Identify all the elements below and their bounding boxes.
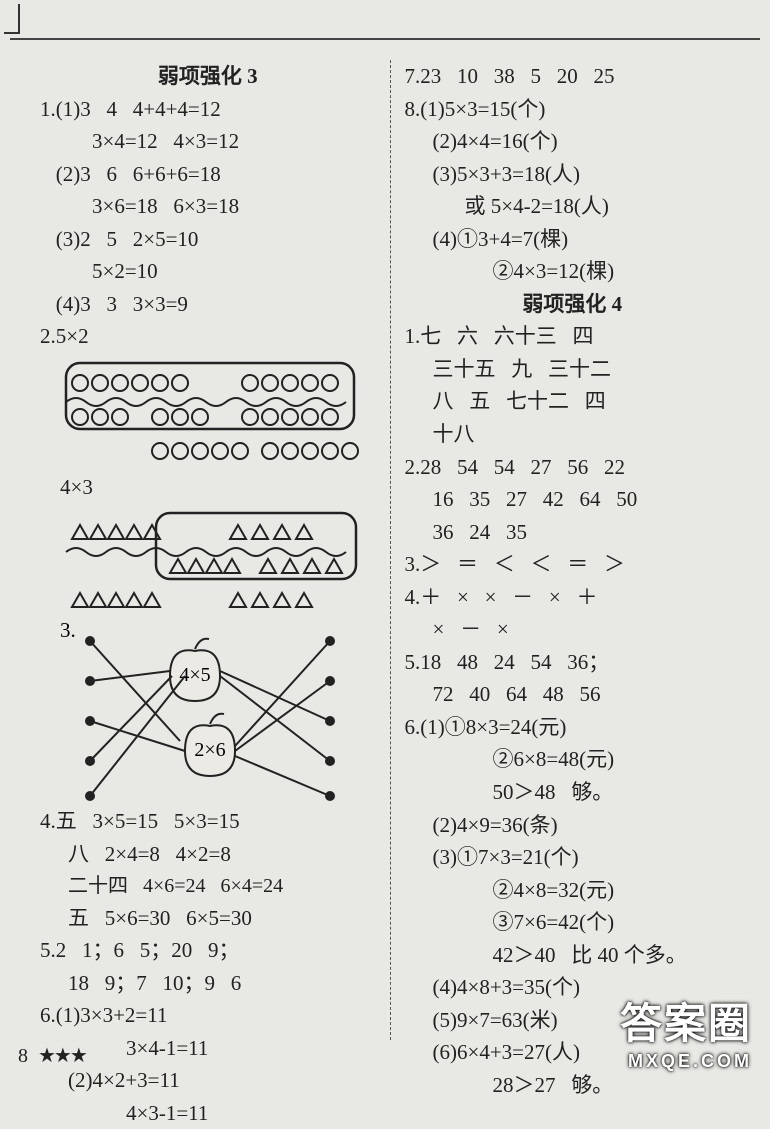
q-num: 2.: [40, 324, 56, 348]
matching-diagram: 3. 4×5 2×6: [60, 621, 376, 801]
q6-line: 6.(1)3×3+2=11: [40, 999, 376, 1032]
left-column: 弱项强化 3 1.(1)3 4 4+4+4=12 3×4=12 4×3=12 (…: [40, 60, 390, 1040]
triangle-diagram: [60, 507, 376, 617]
q6r-line: (2)4×9=36(条): [405, 809, 741, 842]
q4-line: 八 2×4=8 4×2=8: [40, 838, 376, 871]
q6-line: (2)4×2+3=11: [40, 1064, 376, 1097]
q-num: 3.: [60, 621, 76, 642]
corner-mark: [4, 4, 20, 34]
q6r-line: 6.(1)①8×3=24(元): [405, 711, 741, 744]
q4r-line: × － ×: [405, 613, 741, 646]
q3r-line: 3.＞ ＝ ＜ ＜ ＝ ＞: [405, 548, 741, 581]
text: ＞ ＝ ＜ ＜ ＝ ＞: [420, 552, 625, 576]
q2-alt: 4×3: [40, 471, 376, 504]
q1-line: (3)2 5 2×5=10: [40, 223, 376, 256]
circle-diagram: [60, 357, 376, 467]
text: 五 3×5=15 5×3=15: [56, 809, 240, 833]
text: (4)3 3 3×3=9: [56, 292, 188, 316]
text: (1)3×3+2=11: [56, 1003, 168, 1027]
q1-line: (2)3 6 6+6+6=18: [40, 158, 376, 191]
q4r-line: 4.＋ × × － × ＋: [405, 581, 741, 614]
text: ＋ × × － × ＋: [420, 585, 597, 609]
text: (1)5×3=15(个): [420, 97, 545, 121]
q-num: 2.: [405, 455, 421, 479]
apple-label-2: 2×6: [194, 739, 225, 761]
apple-icon: 2×6: [185, 714, 235, 776]
q6r-line: 50＞48 够。: [405, 776, 741, 809]
page: 弱项强化 3 1.(1)3 4 4+4+4=12 3×4=12 4×3=12 (…: [0, 0, 770, 1080]
apple-icon: 4×5: [170, 639, 220, 701]
q4-line: 二十四 4×6=24 6×4=24: [40, 871, 376, 902]
text: (2)3 6 6+6+6=18: [56, 162, 221, 186]
q-num: 4.: [405, 585, 421, 609]
q2r-line: 16 35 27 42 64 50: [405, 483, 741, 516]
apple-label-1: 4×5: [179, 664, 210, 686]
q4-line: 4.五 3×5=15 5×3=15: [40, 805, 376, 838]
q6r-line: (3)①7×3=21(个): [405, 841, 741, 874]
text: 23 10 38 5 20 25: [420, 64, 614, 88]
q6r-line: ③7×6=42(个): [405, 906, 741, 939]
text: 2 1；6 5；20 9；: [56, 938, 240, 962]
q8-line: (2)4×4=16(个): [405, 125, 741, 158]
q6r-line: ②4×8=32(元): [405, 874, 741, 907]
q-num: 5.: [405, 650, 421, 674]
q8-line: (4)①3+4=7(棵): [405, 223, 741, 256]
q8-line: 8.(1)5×3=15(个): [405, 93, 741, 126]
q1r-line: 八 五 七十二 四: [405, 385, 741, 418]
q5r-line: 72 40 64 48 56: [405, 678, 741, 711]
watermark: 答案圈 MXQE.COM: [620, 990, 752, 1072]
q-num: 1.: [40, 97, 56, 121]
text: (1)①8×3=24(元): [420, 715, 566, 739]
page-number-value: 8: [18, 1045, 28, 1067]
q-num: 6.: [405, 715, 421, 739]
q1-line: 1.(1)3 4 4+4+4=12: [40, 93, 376, 126]
watermark-big: 答案圈: [620, 990, 752, 1051]
q2-header: 2.5×2: [40, 320, 376, 353]
q-num: 8.: [405, 97, 421, 121]
q7-line: 7.23 10 38 5 20 25: [405, 60, 741, 93]
watermark-small: MXQE.COM: [620, 1051, 752, 1072]
q8-line: 或 5×4-2=18(人): [405, 190, 741, 223]
q5-line: 5.2 1；6 5；20 9；: [40, 934, 376, 967]
q1-line: (4)3 3 3×3=9: [40, 288, 376, 321]
q6r-line: 28＞27 够。: [405, 1069, 741, 1102]
q2r-line: 2.28 54 54 27 56 22: [405, 451, 741, 484]
text: 18 48 24 54 36；: [420, 650, 609, 674]
q6r-line: 42＞40 比 40 个多。: [405, 939, 741, 972]
q8-line: (3)5×3+3=18(人): [405, 158, 741, 191]
text: 28 54 54 27 56 22: [420, 455, 625, 479]
q6-line: 3×4-1=11: [40, 1032, 376, 1065]
q-num: 3.: [405, 552, 421, 576]
q1r-line: 十八: [405, 418, 741, 451]
q5-line: 18 9；7 10；9 6: [40, 967, 376, 1000]
q-num: 1.: [405, 324, 421, 348]
right-column: 7.23 10 38 5 20 25 8.(1)5×3=15(个) (2)4×4…: [391, 60, 741, 1040]
top-rule: [10, 38, 760, 40]
q-num: 6.: [40, 1003, 56, 1027]
q1-line: 3×4=12 4×3=12: [40, 125, 376, 158]
text: 七 六 六十三 四: [420, 324, 593, 348]
text: (3)2 5 2×5=10: [56, 227, 199, 251]
q4-line: 五 5×6=30 6×5=30: [40, 902, 376, 935]
q2r-line: 36 24 35: [405, 516, 741, 549]
section-title-4: 弱项强化 4: [405, 288, 741, 321]
q6-line: 4×3-1=11: [40, 1097, 376, 1129]
q1-line: 3×6=18 6×3=18: [40, 190, 376, 223]
q-num: 4.: [40, 809, 56, 833]
q8-line: ②4×3=12(棵): [405, 255, 741, 288]
q6r-line: ②6×8=48(元): [405, 743, 741, 776]
q5r-line: 5.18 48 24 54 36；: [405, 646, 741, 679]
text: 5×2: [56, 324, 89, 348]
two-columns: 弱项强化 3 1.(1)3 4 4+4+4=12 3×4=12 4×3=12 (…: [40, 60, 740, 1040]
text: (1)3 4 4+4+4=12: [56, 97, 221, 121]
footer-stars: ★★★: [38, 1045, 86, 1067]
q1r-line: 三十五 九 三十二: [405, 353, 741, 386]
page-number: 8 ★★★: [18, 1043, 86, 1068]
q1r-line: 1.七 六 六十三 四: [405, 320, 741, 353]
section-title-3: 弱项强化 3: [40, 60, 376, 93]
q-num: 7.: [405, 64, 421, 88]
q-num: 5.: [40, 938, 56, 962]
q1-line: 5×2=10: [40, 255, 376, 288]
